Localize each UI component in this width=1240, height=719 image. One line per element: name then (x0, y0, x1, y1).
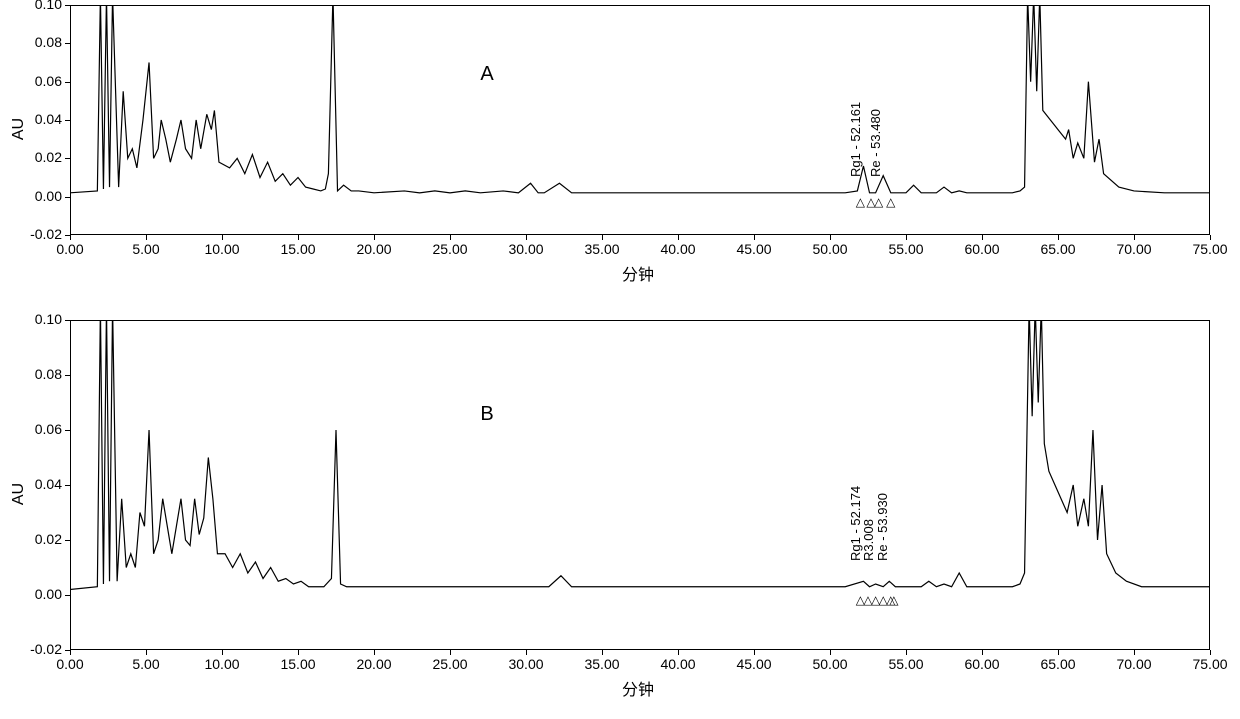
xtick-label: 0.00 (56, 241, 83, 257)
xtick-label: 60.00 (964, 656, 999, 672)
chromatogram-panel-b: AU 分钟 B -0.020.000.020.040.060.080.100.0… (0, 300, 1240, 719)
xtick-label: 40.00 (660, 241, 695, 257)
ytick-label: 0.00 (0, 188, 62, 204)
peak-marker-icon: △ (874, 195, 883, 209)
peak-label: Re - 53.930 (875, 493, 890, 561)
ytick-label: 0.08 (0, 366, 62, 382)
xtick-label: 60.00 (964, 241, 999, 257)
xtick-label: 20.00 (356, 241, 391, 257)
xtick-label: 25.00 (432, 656, 467, 672)
xtick-label: 20.00 (356, 656, 391, 672)
xtick-label: 30.00 (508, 656, 543, 672)
xtick-label: 15.00 (280, 656, 315, 672)
xlabel-b: 分钟 (622, 676, 654, 700)
xtick-label: 55.00 (888, 656, 923, 672)
xtick-label: 65.00 (1040, 241, 1075, 257)
ytick-label: 0.06 (0, 73, 62, 89)
ytick-label: -0.02 (0, 226, 62, 242)
xtick-label: 50.00 (812, 656, 847, 672)
ytick-label: 0.06 (0, 421, 62, 437)
xtick-label: 70.00 (1116, 241, 1151, 257)
peak-marker-icon: △ (886, 195, 895, 209)
xtick-label: 40.00 (660, 656, 695, 672)
xtick-label: 45.00 (736, 241, 771, 257)
xtick-label: 65.00 (1040, 656, 1075, 672)
xtick-label: 35.00 (584, 656, 619, 672)
xtick-label: 0.00 (56, 656, 83, 672)
chromatogram-trace (70, 5, 1210, 235)
xtick-label: 75.00 (1192, 241, 1227, 257)
xlabel-a: 分钟 (622, 261, 654, 285)
ytick-label: 0.02 (0, 531, 62, 547)
ytick-label: 0.02 (0, 149, 62, 165)
xtick-label: 35.00 (584, 241, 619, 257)
peak-label: Re - 53.480 (868, 109, 883, 177)
xtick-label: 25.00 (432, 241, 467, 257)
ytick-label: 0.10 (0, 0, 62, 12)
peak-marker-icon: △ (889, 593, 898, 607)
xtick-label: 55.00 (888, 241, 923, 257)
xtick-label: 50.00 (812, 241, 847, 257)
xtick-label: 10.00 (204, 656, 239, 672)
peak-label: Rg1 - 52.161 (848, 102, 863, 177)
xtick-label: 70.00 (1116, 656, 1151, 672)
ytick-label: 0.10 (0, 311, 62, 327)
chromatogram-panel-a: AU 分钟 A -0.020.000.020.040.060.080.100.0… (0, 0, 1240, 300)
ytick-label: -0.02 (0, 641, 62, 657)
ytick-label: 0.00 (0, 586, 62, 602)
xtick-label: 5.00 (132, 656, 159, 672)
xtick-label: 75.00 (1192, 656, 1227, 672)
xtick-label: 5.00 (132, 241, 159, 257)
xtick-label: 10.00 (204, 241, 239, 257)
ytick-label: 0.04 (0, 111, 62, 127)
ytick-label: 0.04 (0, 476, 62, 492)
xtick-label: 15.00 (280, 241, 315, 257)
peak-label: R3.008 (861, 519, 876, 561)
ytick-label: 0.08 (0, 34, 62, 50)
xtick-label: 30.00 (508, 241, 543, 257)
peak-marker-icon: △ (856, 195, 865, 209)
xtick-label: 45.00 (736, 656, 771, 672)
chromatogram-trace (70, 320, 1210, 650)
